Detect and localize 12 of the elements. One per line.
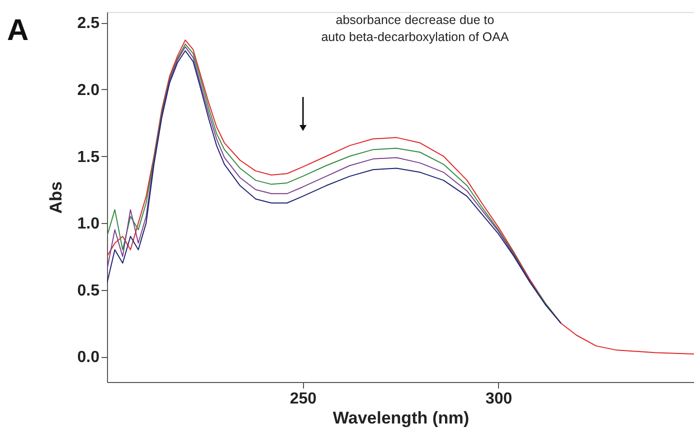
y-tick-label: 2.0 — [77, 82, 100, 99]
y-tick-label: 0.0 — [77, 349, 100, 366]
y-tick-label: 2.5 — [77, 15, 100, 32]
y-tick-label: 1.0 — [77, 216, 100, 233]
x-tick-label: 300 — [485, 390, 512, 408]
annotation: absorbance decrease due to auto beta-decarboxylation of OAA — [321, 13, 510, 44]
y-axis-title: Abs — [46, 181, 66, 214]
y-tick-label: 1.5 — [77, 148, 100, 166]
x-tick-label: 250 — [290, 390, 317, 408]
chart-title: A — [7, 14, 29, 47]
y-tick-label: 0.5 — [77, 282, 100, 300]
x-axis-title: Wavelength (nm) — [332, 408, 470, 428]
